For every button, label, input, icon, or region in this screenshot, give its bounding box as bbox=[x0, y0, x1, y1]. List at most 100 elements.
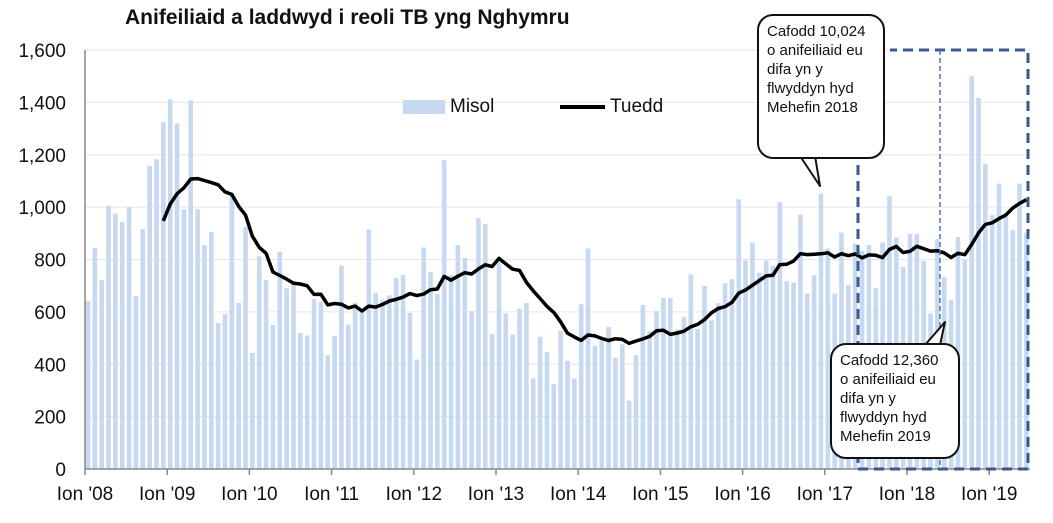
x-tick-label: Ion '12 bbox=[386, 484, 442, 505]
bar-misol bbox=[791, 282, 796, 469]
bar-misol bbox=[1010, 230, 1016, 469]
bar-misol bbox=[263, 279, 269, 469]
bar-misol bbox=[318, 301, 324, 469]
bar-misol bbox=[366, 229, 372, 469]
bar-misol bbox=[359, 311, 365, 469]
bar-misol bbox=[962, 259, 968, 469]
bar-misol bbox=[688, 274, 694, 469]
bar-misol bbox=[702, 285, 707, 469]
bar-misol bbox=[126, 207, 132, 469]
bar-misol bbox=[722, 283, 728, 469]
bar-misol bbox=[133, 296, 139, 469]
bar-misol bbox=[777, 202, 783, 470]
bar-misol bbox=[154, 159, 159, 469]
bar-misol bbox=[346, 324, 351, 469]
bar-misol bbox=[441, 160, 447, 469]
bar-misol bbox=[681, 317, 687, 469]
bar-misol bbox=[202, 245, 207, 469]
bar-misol bbox=[989, 215, 995, 469]
bar-misol bbox=[736, 199, 742, 470]
bar-misol bbox=[298, 332, 303, 469]
bar-misol bbox=[565, 360, 570, 469]
bar-misol bbox=[373, 292, 378, 469]
bar-misol bbox=[633, 355, 639, 469]
bar-misol bbox=[510, 334, 515, 469]
bar-misol bbox=[304, 335, 310, 469]
bar-misol bbox=[544, 351, 550, 469]
x-tick-label: Ion '11 bbox=[304, 484, 359, 505]
bar-misol bbox=[448, 275, 454, 469]
annotation-2018-pointer bbox=[799, 155, 821, 187]
bar-misol bbox=[161, 122, 166, 469]
bar-misol bbox=[811, 275, 817, 469]
bar-misol bbox=[983, 163, 988, 469]
legend-swatch-misol bbox=[403, 100, 445, 114]
bar-misol bbox=[1003, 216, 1009, 469]
bar-misol bbox=[558, 330, 563, 469]
bar-misol bbox=[551, 384, 557, 469]
bar-misol bbox=[188, 100, 194, 469]
bar-misol bbox=[489, 333, 495, 469]
bar-misol bbox=[709, 320, 714, 469]
bar-misol bbox=[818, 193, 824, 469]
bar-misol bbox=[976, 97, 981, 469]
bar-misol bbox=[763, 260, 769, 469]
bar-misol bbox=[339, 265, 344, 469]
bar-misol bbox=[393, 278, 399, 469]
bar-misol bbox=[620, 344, 625, 469]
y-tick-label: 800 bbox=[34, 251, 66, 272]
x-tick-label: Ion '15 bbox=[632, 484, 688, 505]
x-tick-label: Ion '10 bbox=[221, 484, 277, 505]
bar-misol bbox=[743, 260, 748, 469]
y-tick-label: 1,400 bbox=[18, 93, 66, 114]
bar-misol bbox=[667, 297, 673, 469]
bar-misol bbox=[250, 352, 255, 469]
bar-misol bbox=[380, 299, 385, 469]
y-tick-label: 400 bbox=[34, 355, 66, 376]
bar-misol bbox=[1024, 232, 1029, 469]
bar-misol bbox=[167, 99, 173, 470]
bar-misol bbox=[757, 272, 762, 469]
annotation-2019: Cafodd 12,360 o anifeiliaid eu difa yn y… bbox=[830, 343, 960, 459]
legend-label-tuedd: Tuedd bbox=[610, 96, 664, 117]
bar-misol bbox=[291, 280, 296, 469]
bar-misol bbox=[387, 295, 392, 469]
y-tick-label: 200 bbox=[34, 408, 66, 429]
bar-misol bbox=[524, 302, 529, 469]
bar-misol bbox=[969, 76, 974, 469]
bar-misol bbox=[613, 357, 618, 469]
bar-misol bbox=[537, 336, 543, 469]
bar-misol bbox=[530, 378, 536, 469]
bar-misol bbox=[578, 304, 584, 469]
bar-misol bbox=[640, 305, 646, 469]
y-tick-label: 0 bbox=[55, 460, 66, 481]
bar-misol bbox=[215, 323, 221, 469]
bar-misol bbox=[435, 294, 440, 469]
bar-misol bbox=[113, 213, 118, 469]
bar-misol bbox=[1017, 183, 1022, 469]
x-tick-label: Ion '14 bbox=[550, 484, 607, 505]
bar-misol bbox=[654, 311, 659, 469]
trend-line-tuedd bbox=[161, 176, 1028, 346]
legend-label-misol: Misol bbox=[450, 96, 495, 117]
bar-misol bbox=[229, 196, 235, 469]
bar-misol bbox=[243, 227, 248, 469]
bar-misol bbox=[599, 338, 605, 469]
bar-misol bbox=[750, 242, 755, 469]
bar-misol bbox=[414, 359, 420, 469]
bar-misol bbox=[729, 279, 735, 469]
y-tick-label: 600 bbox=[34, 303, 66, 324]
bar-misol bbox=[85, 300, 91, 469]
bar-misol bbox=[496, 262, 502, 469]
bar-misol bbox=[270, 324, 276, 469]
y-tick-label: 1,200 bbox=[18, 146, 66, 167]
bar-misol bbox=[455, 245, 461, 469]
bar-misol bbox=[825, 248, 831, 469]
bar-misol bbox=[284, 288, 289, 469]
x-tick-label: Ion '08 bbox=[57, 484, 113, 505]
annotation-2018: Cafodd 10,024 o anifeiliaid eu difa yn y… bbox=[757, 14, 885, 159]
bar-misol bbox=[256, 256, 262, 469]
bar-misol bbox=[606, 327, 611, 469]
bar-misol bbox=[325, 355, 331, 469]
